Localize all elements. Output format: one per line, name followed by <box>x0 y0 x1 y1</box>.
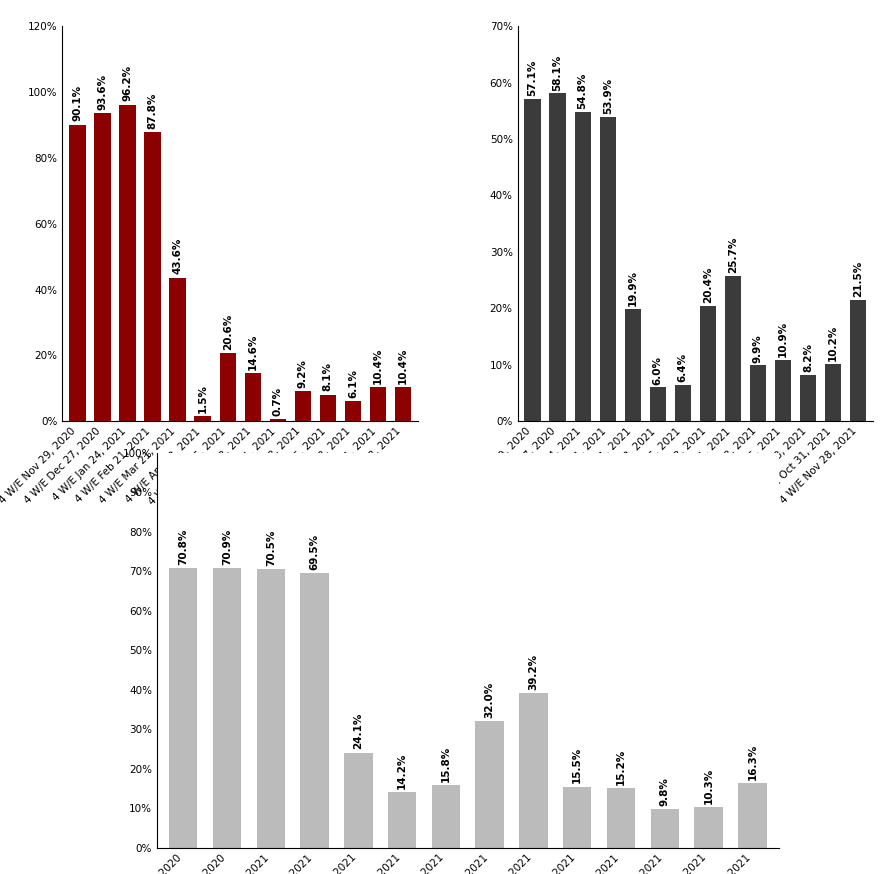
Text: 93.6%: 93.6% <box>97 73 108 110</box>
Bar <box>738 783 766 848</box>
Bar <box>600 117 616 421</box>
Text: 54.8%: 54.8% <box>577 73 588 109</box>
Bar <box>194 416 211 421</box>
Bar <box>800 375 816 421</box>
Bar <box>144 132 160 421</box>
Text: 15.2%: 15.2% <box>616 748 626 785</box>
Bar <box>344 753 372 848</box>
Bar <box>169 278 185 421</box>
Text: 0.7%: 0.7% <box>273 386 282 416</box>
Bar <box>300 573 329 848</box>
Bar <box>519 693 548 848</box>
Bar <box>650 809 679 848</box>
Text: 43.6%: 43.6% <box>173 238 183 274</box>
Text: 6.1%: 6.1% <box>347 369 358 398</box>
Text: 15.5%: 15.5% <box>572 747 582 783</box>
Text: 9.8%: 9.8% <box>659 777 670 806</box>
Bar <box>550 94 566 421</box>
Text: 70.9%: 70.9% <box>222 528 232 565</box>
Text: 21.5%: 21.5% <box>854 260 863 297</box>
Bar <box>724 276 741 421</box>
Bar <box>625 309 641 421</box>
Text: 70.8%: 70.8% <box>178 529 188 565</box>
Bar <box>395 387 411 421</box>
Text: 15.8%: 15.8% <box>441 746 451 782</box>
Text: 6.4%: 6.4% <box>678 353 688 382</box>
Text: 58.1%: 58.1% <box>552 54 562 91</box>
Text: 69.5%: 69.5% <box>309 534 320 570</box>
Bar <box>257 569 285 848</box>
Bar <box>674 385 691 421</box>
Bar <box>169 568 198 848</box>
Bar <box>94 113 110 421</box>
Bar <box>525 99 541 421</box>
Text: 57.1%: 57.1% <box>527 59 537 96</box>
Bar <box>370 387 386 421</box>
Text: 39.2%: 39.2% <box>528 654 538 690</box>
Text: 14.6%: 14.6% <box>248 334 257 370</box>
Bar <box>775 360 791 421</box>
Text: 20.6%: 20.6% <box>223 314 233 350</box>
Text: 87.8%: 87.8% <box>148 93 158 128</box>
Bar <box>563 787 592 848</box>
Bar <box>295 391 311 421</box>
Bar <box>575 112 591 421</box>
Text: 10.4%: 10.4% <box>398 347 408 384</box>
Text: 6.0%: 6.0% <box>653 356 663 385</box>
Bar <box>694 807 723 848</box>
Bar <box>213 568 241 848</box>
Bar <box>825 364 841 421</box>
Legend: Health & Beauty: Health & Beauty <box>618 634 772 648</box>
Bar <box>388 792 416 848</box>
Bar <box>345 401 361 421</box>
Bar <box>69 125 86 421</box>
Bar <box>119 105 135 421</box>
Bar <box>750 365 766 421</box>
Text: 90.1%: 90.1% <box>72 86 82 121</box>
Bar <box>699 306 716 421</box>
Bar <box>320 394 336 421</box>
Text: 53.9%: 53.9% <box>602 78 613 114</box>
Bar <box>431 786 460 848</box>
Text: 19.9%: 19.9% <box>628 270 638 306</box>
Text: 1.5%: 1.5% <box>198 384 208 413</box>
Bar <box>607 787 635 848</box>
Text: 16.3%: 16.3% <box>748 744 757 780</box>
Text: 25.7%: 25.7% <box>728 237 738 274</box>
Bar <box>270 419 286 421</box>
Bar <box>219 353 236 421</box>
Text: 8.1%: 8.1% <box>323 362 333 392</box>
Bar <box>476 721 504 848</box>
Text: 10.4%: 10.4% <box>373 347 383 384</box>
Text: 9.9%: 9.9% <box>753 334 763 363</box>
Text: 14.2%: 14.2% <box>397 753 407 788</box>
Bar <box>850 300 866 421</box>
Text: 10.2%: 10.2% <box>828 324 838 361</box>
Text: 10.3%: 10.3% <box>704 767 714 804</box>
Text: 96.2%: 96.2% <box>122 66 133 101</box>
Text: 24.1%: 24.1% <box>354 713 364 749</box>
Legend: Food & Beverage: Food & Beverage <box>160 634 320 648</box>
Text: 10.9%: 10.9% <box>778 321 788 357</box>
Bar <box>650 387 666 421</box>
Text: 32.0%: 32.0% <box>485 682 495 718</box>
Text: 8.2%: 8.2% <box>803 343 813 372</box>
Text: 70.5%: 70.5% <box>266 530 276 566</box>
Text: 9.2%: 9.2% <box>298 358 307 388</box>
Bar <box>244 373 261 421</box>
Text: 20.4%: 20.4% <box>703 267 713 303</box>
